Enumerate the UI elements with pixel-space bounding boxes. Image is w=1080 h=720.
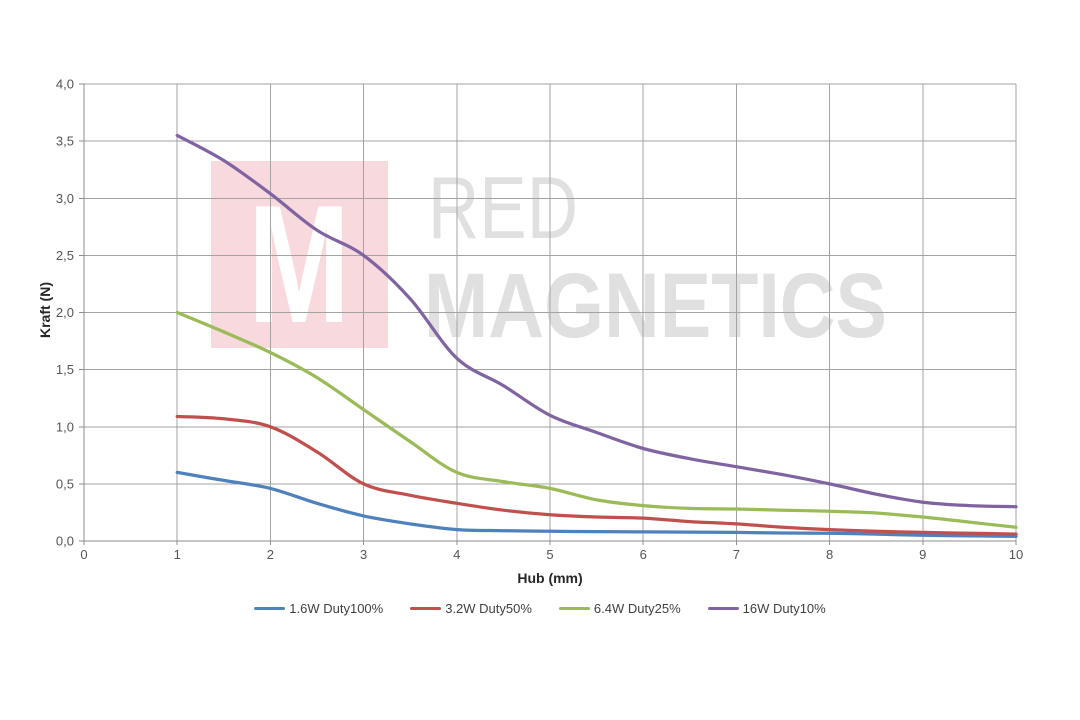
x-tick-label: 5: [546, 547, 553, 562]
legend-item: 3.2W Duty50%: [410, 601, 532, 616]
x-tick-label: 7: [733, 547, 740, 562]
series-line-3.2w-duty50-: [175, 414, 1018, 536]
y-tick-label: 1,0: [56, 419, 74, 434]
gridlines: [84, 83, 1017, 541]
axes: [79, 83, 1017, 545]
y-tick-label: 4,0: [56, 77, 74, 92]
legend-swatch: [558, 606, 590, 611]
series-line-6.4w-duty25-: [175, 310, 1018, 529]
x-tick-label: 3: [360, 547, 367, 562]
y-tick-label: 0,0: [56, 534, 74, 549]
legend-item: 16W Duty10%: [707, 601, 826, 616]
y-tick-label: 1,5: [56, 362, 74, 377]
watermark-word-red: RED: [428, 158, 578, 257]
series-lines: [175, 133, 1018, 539]
y-tick-label: 2,5: [56, 248, 74, 263]
x-tick-label: 6: [640, 547, 647, 562]
legend-label: 1.6W Duty100%: [289, 601, 384, 616]
legend-item: 1.6W Duty100%: [254, 601, 383, 616]
y-tick-label: 2,0: [56, 305, 74, 320]
y-tick-label: 0,5: [56, 476, 74, 491]
legend-label: 3.2W Duty50%: [445, 601, 532, 616]
logo-square: [211, 161, 388, 348]
series-line-16w-duty10-: [175, 133, 1018, 509]
legend: 1.6W Duty100% 3.2W Duty50% 6.4W Duty25% …: [0, 601, 1080, 616]
x-axis-title: Hub (mm): [517, 570, 583, 586]
y-tick-label: 3,0: [56, 191, 74, 206]
legend-label: 16W Duty10%: [742, 601, 826, 616]
legend-swatch: [410, 606, 442, 611]
x-tick-label: 4: [453, 547, 460, 562]
legend-item: 6.4W Duty25%: [558, 601, 681, 616]
x-tick-label: 1: [174, 547, 181, 562]
y-axis-title: Kraft (N): [37, 282, 53, 338]
x-tick-label: 9: [919, 547, 926, 562]
series-line-1.6w-duty100-: [175, 470, 1018, 539]
legend-swatch: [707, 606, 739, 611]
x-tick-label: 8: [826, 547, 833, 562]
watermark: M RED MAGNETICS: [211, 158, 887, 358]
x-tick-label: 0: [80, 547, 87, 562]
y-tick-label: 3,5: [56, 134, 74, 149]
x-tick-label: 10: [1009, 547, 1023, 562]
x-tick-label: 2: [267, 547, 274, 562]
watermark-word-magnetics: MAGNETICS: [424, 255, 887, 357]
legend-label: 6.4W Duty25%: [593, 601, 681, 616]
logo-monogram: M: [248, 170, 350, 358]
tick-labels: 0,0 0,5 1,0 1,5 2,0 2,5 3,0 3,5 4,0 0 1 2 3 4 5 6 7 8 9 10: [56, 77, 1023, 563]
legend-swatch: [254, 606, 286, 611]
